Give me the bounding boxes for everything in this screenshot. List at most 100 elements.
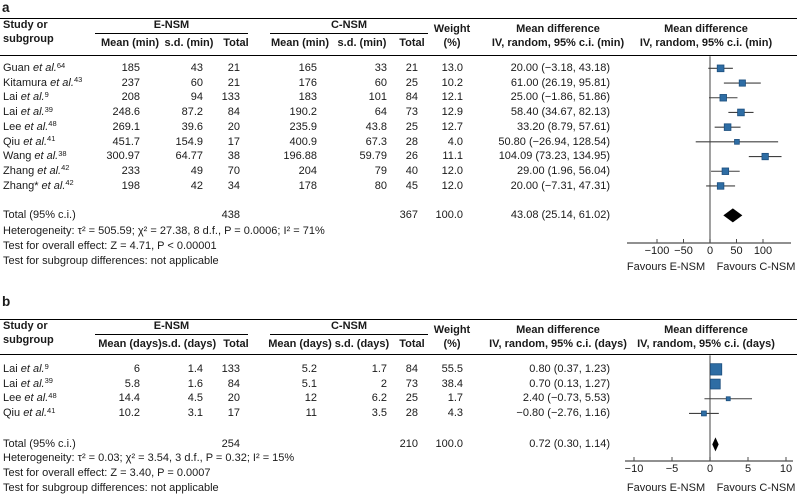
group-header-ensm: E-NSM <box>153 320 190 332</box>
cell-e_total: 17 <box>227 407 240 420</box>
cell-c_sd: 1.7 <box>371 363 387 375</box>
effect-square <box>723 123 732 131</box>
cell-e_total: 34 <box>227 179 240 192</box>
cell-md_text: 104.09 (73.23, 134.95) <box>498 150 610 163</box>
cell-c_sd: 79 <box>374 164 387 177</box>
etal-italic: et al. <box>20 363 45 375</box>
cell-c_total: 84 <box>405 91 418 104</box>
x-axis-tick-label: 50 <box>730 245 742 257</box>
col-header-weight-1: Weight <box>433 23 471 35</box>
x-axis-tick-label: 10 <box>780 463 792 475</box>
cell-e_mean: 233 <box>121 164 140 177</box>
cell-weight: 4.3 <box>447 407 463 420</box>
cell-md_text: −0.80 (−2.76, 1.16) <box>516 407 610 420</box>
cell-c_total: 40 <box>405 164 418 177</box>
cell-c_total: 26 <box>405 150 418 163</box>
col-header-c_total: Total <box>399 37 425 49</box>
total-c-total: 210 <box>399 438 418 450</box>
cell-c_sd: 43.8 <box>365 120 387 133</box>
col-header-md-1: Mean difference <box>516 23 600 35</box>
reference-superscript: 39 <box>44 376 53 386</box>
cell-e_total: 70 <box>227 164 240 177</box>
etal-italic: et al. <box>23 407 48 420</box>
etal-italic: et al. <box>20 106 45 119</box>
plot-header-1: Mean difference <box>664 23 748 35</box>
reference-superscript: 9 <box>44 89 49 99</box>
cell-c_mean: 12 <box>304 392 317 405</box>
cell-c_mean: 204 <box>298 164 317 177</box>
effect-square <box>710 378 721 390</box>
x-axis-tick-label: −5 <box>666 463 679 475</box>
col-header-e_total: Total <box>223 37 249 49</box>
cell-e_total: 17 <box>227 135 240 148</box>
cell-e_total: 21 <box>227 62 240 74</box>
cell-md_text: 61.00 (26.19, 95.81) <box>510 76 610 89</box>
col-header-e_sd: s.d. (min) <box>164 37 214 49</box>
reference-superscript: 9 <box>44 361 49 371</box>
study-name: Lai et al.9 <box>3 89 49 104</box>
cell-e_total: 84 <box>227 106 240 119</box>
cell-weight: 55.5 <box>441 363 463 375</box>
cell-weight: 12.0 <box>441 179 463 192</box>
x-axis-tick-label: 0 <box>707 463 713 475</box>
header-bottom-rule <box>0 55 797 57</box>
study-name: Lee et al.48 <box>3 119 57 133</box>
etal-italic: et al. <box>20 377 45 390</box>
favours-left-label: Favours E-NSM <box>627 482 705 494</box>
cell-e_mean: 269.1 <box>112 120 140 133</box>
total-weight: 100.0 <box>435 209 463 221</box>
cell-e_mean: 185 <box>121 62 140 74</box>
cell-md_text: 0.80 (0.37, 1.23) <box>529 363 610 375</box>
cell-c_mean: 190.2 <box>289 106 317 119</box>
study-name: Lai et al.39 <box>3 376 53 390</box>
reference-superscript: 48 <box>48 390 57 400</box>
total-weight: 100.0 <box>435 438 463 450</box>
cell-c_total: 25 <box>405 76 418 89</box>
col-header-c_sd: s.d. (min) <box>337 37 387 49</box>
overall-effect-note: Test for overall effect: Z = 3.40, P = 0… <box>3 467 211 479</box>
cell-e_sd: 94 <box>190 91 203 104</box>
cell-e_sd: 3.1 <box>187 407 203 420</box>
total-md-text: 0.72 (0.30, 1.14) <box>529 438 610 450</box>
study-name: Kitamura et al.43 <box>3 75 83 89</box>
cell-md_text: 58.40 (34.67, 82.13) <box>510 106 610 119</box>
reference-superscript: 43 <box>73 75 83 85</box>
total-label: Total (95% c.i.) <box>3 438 76 450</box>
reference-superscript: 48 <box>48 119 57 129</box>
cell-c_mean: 196.88 <box>283 150 317 163</box>
pooled-diamond <box>723 208 743 223</box>
cell-c_total: 84 <box>405 363 418 375</box>
col-header-study-2: subgroup <box>3 33 54 45</box>
study-name: Qiu et al.41 <box>3 134 56 148</box>
cell-e_total: 20 <box>227 392 240 405</box>
cell-weight: 38.4 <box>441 377 463 390</box>
study-name: Lee et al.48 <box>3 390 57 405</box>
cell-weight: 12.9 <box>441 106 463 119</box>
cell-c_sd: 80 <box>374 179 387 192</box>
etal-italic: et al. <box>20 91 45 104</box>
effect-square <box>725 396 731 402</box>
subgroup-note: Test for subgroup differences: not appli… <box>3 255 219 267</box>
group-header-ensm: E-NSM <box>153 19 190 31</box>
cell-e_mean: 5.8 <box>124 377 140 390</box>
cell-c_mean: 183 <box>298 91 317 104</box>
plot-header-1: Mean difference <box>664 324 748 336</box>
cell-e_sd: 87.2 <box>181 106 203 119</box>
cell-e_total: 38 <box>227 150 240 163</box>
cell-c_mean: 178 <box>298 179 317 192</box>
col-header-c_total: Total <box>399 338 425 350</box>
cell-weight: 10.2 <box>441 76 463 89</box>
col-header-md-1: Mean difference <box>516 324 600 336</box>
etal-italic: et al. <box>50 76 74 89</box>
panel-label-a: a <box>2 0 10 15</box>
col-header-e_sd: s.d. (days) <box>161 338 217 350</box>
plot-header-2: IV, random, 95% c.i. (days) <box>637 338 775 350</box>
total-md-text: 43.08 (25.14, 61.02) <box>510 209 610 221</box>
cell-weight: 12.0 <box>441 164 463 177</box>
plot-header-2: IV, random, 95% c.i. (min) <box>639 37 773 49</box>
effect-square <box>738 79 746 87</box>
x-axis-tick-label: −10 <box>625 463 644 475</box>
study-name: Lai et al.9 <box>3 361 49 376</box>
cell-c_mean: 5.2 <box>301 363 317 375</box>
